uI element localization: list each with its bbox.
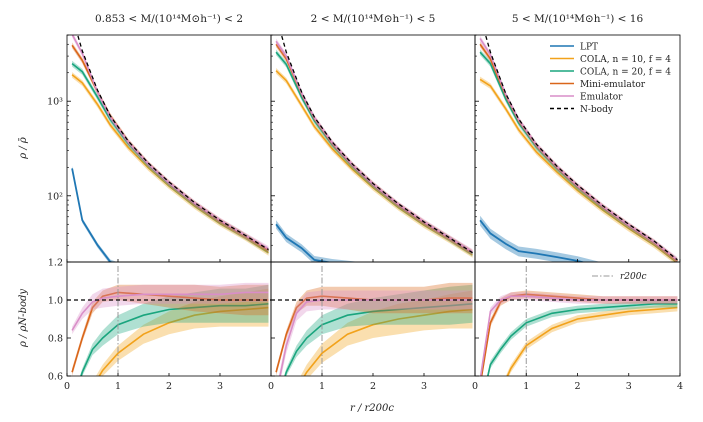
legend-item-mini: Mini-emulator — [550, 80, 646, 90]
panel-3: 5 < M/(10¹⁴M⊙h⁻¹) < 16 0 1 2 3 4 — [472, 13, 683, 392]
cola10-profile-band — [276, 68, 473, 258]
legend-label: Emulator — [580, 92, 623, 102]
emu-ratio-line — [71, 291, 269, 331]
mini-profile-band — [276, 41, 473, 256]
x-tick-label: 1 — [115, 381, 121, 392]
emu-profile-line — [71, 35, 269, 250]
legend-label: Mini-emulator — [580, 80, 646, 90]
cola10-ratio-line — [303, 308, 473, 376]
y-tick-label: 1.0 — [48, 296, 63, 307]
legend-item-lpt: LPT — [550, 42, 598, 52]
profile-plot — [275, 35, 473, 262]
cola20-ratio-line — [80, 303, 269, 376]
legend-item-cola10: COLA, n = 10, f = 4 — [550, 55, 671, 65]
cola10-profile-line — [71, 74, 269, 254]
ratio-plot — [67, 266, 271, 376]
panel-2: 2 < M/(10¹⁴M⊙h⁻¹) < 5 0 1 2 3 — [268, 13, 476, 392]
lpt-profile-line — [275, 223, 333, 262]
cola20-profile-band — [480, 49, 678, 262]
cola10-profile-line — [275, 70, 473, 256]
nbody-profile-line — [77, 35, 269, 251]
mini-ratio-band — [72, 284, 269, 376]
x-tick-label: 4 — [677, 381, 683, 392]
panel-title: 0.853 < M/(10¹⁴M⊙h⁻¹) < 2 — [95, 13, 243, 25]
mini-ratio-band — [481, 290, 678, 376]
panel-1: 0.853 < M/(10¹⁴M⊙h⁻¹) < 2 0 1 2 3 10² 10³ 0.6 0.… — [47, 13, 272, 392]
y-tick-label: 0.8 — [48, 334, 63, 345]
ratio-plot — [475, 266, 680, 376]
x-axis-label: r / r200c — [350, 403, 394, 414]
cola20-profile-line — [479, 51, 678, 262]
mini-profile-line — [71, 44, 269, 251]
emu-profile-line — [275, 40, 473, 253]
legend-label: COLA, n = 20, f = 4 — [580, 67, 671, 77]
legend-label: COLA, n = 10, f = 4 — [580, 55, 671, 65]
nbody-profile-line — [280, 35, 473, 254]
mini-profile-band — [72, 42, 269, 254]
profile-plot — [71, 35, 269, 262]
mini-profile-line — [275, 43, 473, 254]
x-tick-label: 0 — [268, 381, 274, 392]
top-y-axis-label: ρ / ρ̄ — [18, 137, 29, 160]
legend-item-cola20: COLA, n = 20, f = 4 — [550, 67, 671, 77]
legend-item-emu: Emulator — [550, 92, 623, 102]
x-tick-label: 3 — [421, 381, 427, 392]
top-frame — [66, 34, 272, 263]
legend-item-nbody: N-body — [550, 105, 614, 115]
cola10-ratio-line — [98, 306, 269, 376]
x-tick-label: 2 — [166, 381, 172, 392]
panel-title: 2 < M/(10¹⁴M⊙h⁻¹) < 5 — [311, 13, 436, 25]
cola10-ratio-band — [505, 303, 678, 376]
emu-profile-band — [276, 38, 473, 255]
top-frame — [270, 34, 476, 263]
cola20-profile-band — [276, 49, 473, 257]
lpt-profile-band — [276, 220, 360, 262]
lpt-profile-line — [71, 168, 114, 262]
x-tick-label: 1 — [319, 381, 325, 392]
bottom-y-axis-label: ρ / ρN-body — [18, 289, 29, 348]
cola20-ratio-line — [284, 303, 473, 376]
legend: LPT COLA, n = 10, f = 4 COLA, n = 20, f = … — [550, 42, 671, 282]
panel-title: 5 < M/(10¹⁴M⊙h⁻¹) < 16 — [512, 13, 644, 25]
nbody-profile-line — [484, 35, 678, 261]
lpt-profile-band — [480, 215, 601, 262]
x-tick-label: 0 — [64, 381, 70, 392]
y-tick-label: 1.2 — [48, 258, 63, 269]
emu-ratio-band — [278, 290, 473, 376]
cola10-ratio-band — [300, 290, 473, 376]
x-tick-label: 0 — [472, 381, 478, 392]
y-tick-label: 10² — [47, 191, 63, 202]
x-tick-label: 1 — [523, 381, 529, 392]
cola20-ratio-line — [487, 303, 678, 376]
x-tick-label: 3 — [217, 381, 223, 392]
mini-ratio-band — [276, 282, 473, 376]
cola20-profile-line — [275, 51, 473, 255]
cola20-ratio-band — [79, 284, 269, 376]
legend-item-r200c: r200c — [592, 272, 647, 282]
y-tick-label: 10³ — [47, 97, 63, 108]
x-tick-label: 2 — [370, 381, 376, 392]
x-tick-label: 3 — [626, 381, 632, 392]
cola10-ratio-line — [506, 306, 678, 376]
lpt-profile-line — [479, 219, 586, 262]
cola20-profile-band — [72, 60, 269, 255]
legend-label: LPT — [580, 42, 598, 52]
x-tick-label: 2 — [574, 381, 580, 392]
legend-label: N-body — [580, 105, 614, 115]
cola10-profile-line — [479, 78, 678, 262]
profile-plot — [479, 35, 678, 262]
ratio-plot — [271, 266, 475, 376]
y-tick-label: 0.6 — [48, 372, 63, 383]
emu-profile-band — [72, 35, 269, 252]
legend-label: r200c — [620, 272, 647, 282]
cola20-profile-line — [71, 62, 269, 252]
panels: 0.853 < M/(10¹⁴M⊙h⁻¹) < 2 0 1 2 3 10² 10³ 0.6 0.… — [47, 13, 683, 392]
